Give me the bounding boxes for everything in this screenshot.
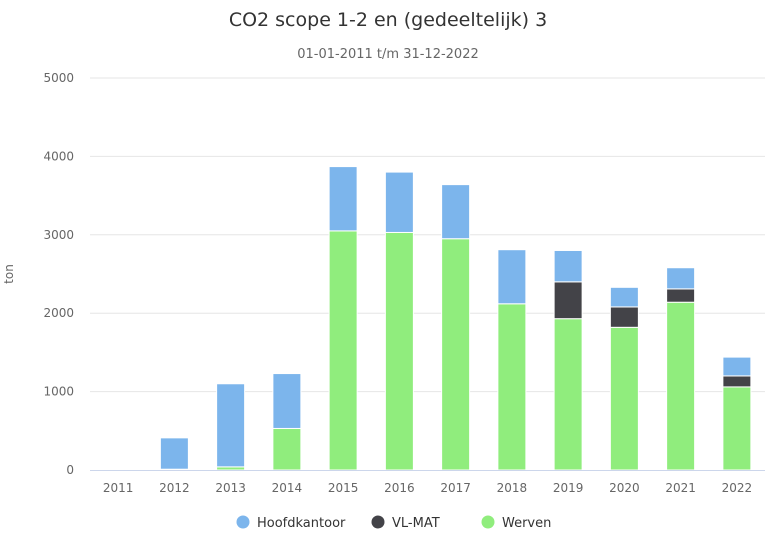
x-tick-label: 2021 (665, 481, 696, 495)
bar-hoofdkantoor-2019[interactable] (553, 249, 583, 283)
x-tick-label: 2012 (159, 481, 190, 495)
x-tick-label: 2019 (553, 481, 584, 495)
circle-icon (236, 515, 250, 529)
x-tick-label: 2020 (609, 481, 640, 495)
x-tick-label: 2014 (272, 481, 303, 495)
bar-hoofdkantoor-2016[interactable] (384, 171, 414, 233)
y-tick-label: 1000 (43, 385, 74, 399)
bar-vl-mat-2022[interactable] (722, 375, 752, 388)
bar-werven-2015[interactable] (328, 230, 358, 471)
y-tick-label: 3000 (43, 228, 74, 242)
bar-werven-2017[interactable] (441, 238, 471, 471)
y-tick-label: 0 (66, 463, 74, 477)
bar-vl-mat-2019[interactable] (553, 281, 583, 320)
bar-werven-2014[interactable] (272, 427, 302, 471)
bar-vl-mat-2020[interactable] (609, 306, 639, 328)
bar-hoofdkantoor-2018[interactable] (497, 249, 527, 305)
x-tick-label: 2017 (440, 481, 471, 495)
bar-werven-2016[interactable] (384, 231, 414, 471)
x-tick-label: 2011 (103, 481, 134, 495)
legend-label: VL-MAT (392, 516, 440, 531)
y-axis-ticks: 0 1000 2000 3000 4000 5000 (43, 71, 74, 477)
bar-werven-2018[interactable] (497, 303, 527, 471)
legend-label: Werven (502, 516, 551, 531)
circle-icon (371, 515, 385, 529)
bar-hoofdkantoor-2014[interactable] (272, 373, 302, 429)
legend: Hoofdkantoor VL-MAT Werven (236, 515, 552, 532)
legend-label: Hoofdkantoor (257, 516, 346, 531)
legend-item-hoofdkantoor[interactable]: Hoofdkantoor (236, 515, 347, 532)
bar-werven-2019[interactable] (553, 318, 583, 471)
y-tick-label: 5000 (43, 71, 74, 85)
chart-subtitle: 01-01-2011 t/m 31-12-2022 (297, 47, 479, 62)
x-tick-label: 2015 (328, 481, 359, 495)
y-axis-label: ton (2, 264, 16, 284)
legend-item-vl-mat[interactable]: VL-MAT (371, 515, 440, 532)
bar-werven-2022[interactable] (722, 386, 752, 471)
x-tick-label: 2022 (722, 481, 753, 495)
bar-hoofdkantoor-2013[interactable] (216, 383, 246, 468)
bar-hoofdkantoor-2017[interactable] (441, 184, 471, 240)
bar-hoofdkantoor-2012[interactable] (159, 437, 189, 470)
y-tick-label: 2000 (43, 306, 74, 320)
bar-hoofdkantoor-2021[interactable] (666, 267, 696, 290)
bar-werven-2020[interactable] (609, 326, 639, 471)
x-tick-label: 2013 (215, 481, 246, 495)
x-axis-ticks: 2011 2012 2013 2014 2015 2016 2017 2018 2019 2020… (103, 481, 752, 495)
y-tick-label: 4000 (43, 149, 74, 163)
bar-werven-2021[interactable] (666, 301, 696, 471)
legend-item-werven[interactable]: Werven (481, 515, 552, 532)
bar-hoofdkantoor-2015[interactable] (328, 166, 358, 232)
bar-hoofdkantoor-2020[interactable] (609, 286, 639, 308)
x-tick-label: 2018 (497, 481, 528, 495)
circle-icon (481, 515, 495, 529)
gridlines (90, 77, 765, 393)
x-tick-label: 2016 (384, 481, 415, 495)
bars (159, 166, 752, 471)
bar-vl-mat-2021[interactable] (666, 288, 696, 303)
bar-hoofdkantoor-2022[interactable] (722, 356, 752, 377)
chart-title: CO2 scope 1-2 en (gedeeltelijk) 3 (229, 9, 547, 31)
